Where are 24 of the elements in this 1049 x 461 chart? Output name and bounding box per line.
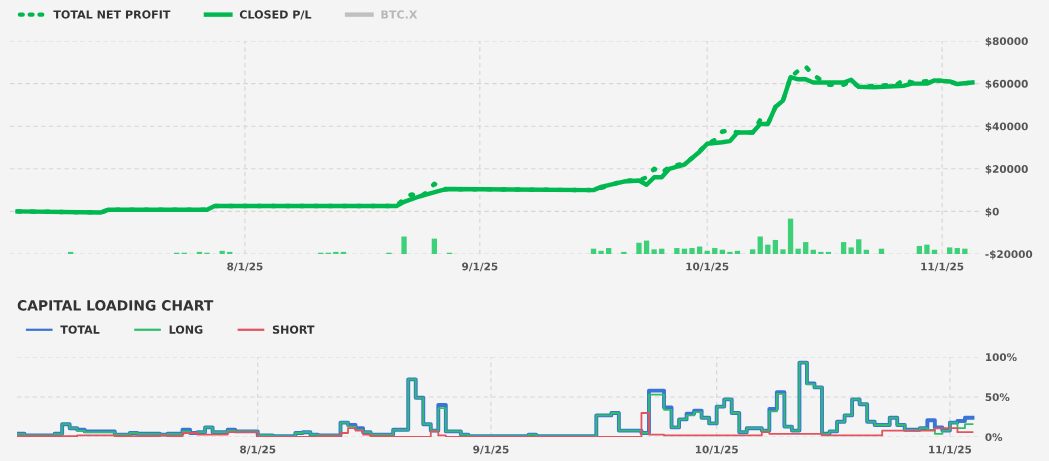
x-tick-label: 10/1/25: [686, 262, 729, 272]
legend-label: TOTAL: [60, 325, 100, 334]
x-tick-label: 8/1/25: [240, 445, 276, 455]
y-tick-label: 0%: [985, 433, 1003, 442]
y-tick-label: -$20000: [985, 250, 1033, 260]
y-tick-label: $20000: [985, 164, 1028, 175]
y-tick-label: 100%: [986, 353, 1017, 362]
legend-label: TOTAL NET PROFIT: [53, 10, 171, 19]
x-tick-label: 9/1/25: [473, 445, 509, 455]
x-tick-label: 10/1/25: [695, 445, 738, 455]
legend-label: LONG: [169, 325, 203, 334]
legend-label: BTC.X: [381, 10, 418, 19]
x-tick-label: 11/1/25: [921, 262, 964, 272]
x-tick-label: 9/1/25: [462, 262, 498, 272]
y-tick-label: $80000: [985, 37, 1028, 47]
legend-label: SHORT: [272, 325, 315, 334]
legend-label: CLOSED P/L: [239, 10, 312, 20]
y-tick-label: $0: [985, 207, 999, 217]
chart-title: CAPITAL LOADING CHART: [17, 300, 214, 311]
y-tick-label: 50%: [985, 393, 1010, 402]
x-tick-label: 8/1/25: [227, 262, 263, 272]
y-tick-label: $60000: [985, 79, 1028, 90]
y-tick-label: $40000: [985, 122, 1028, 132]
x-tick-label: 11/1/25: [929, 445, 972, 455]
